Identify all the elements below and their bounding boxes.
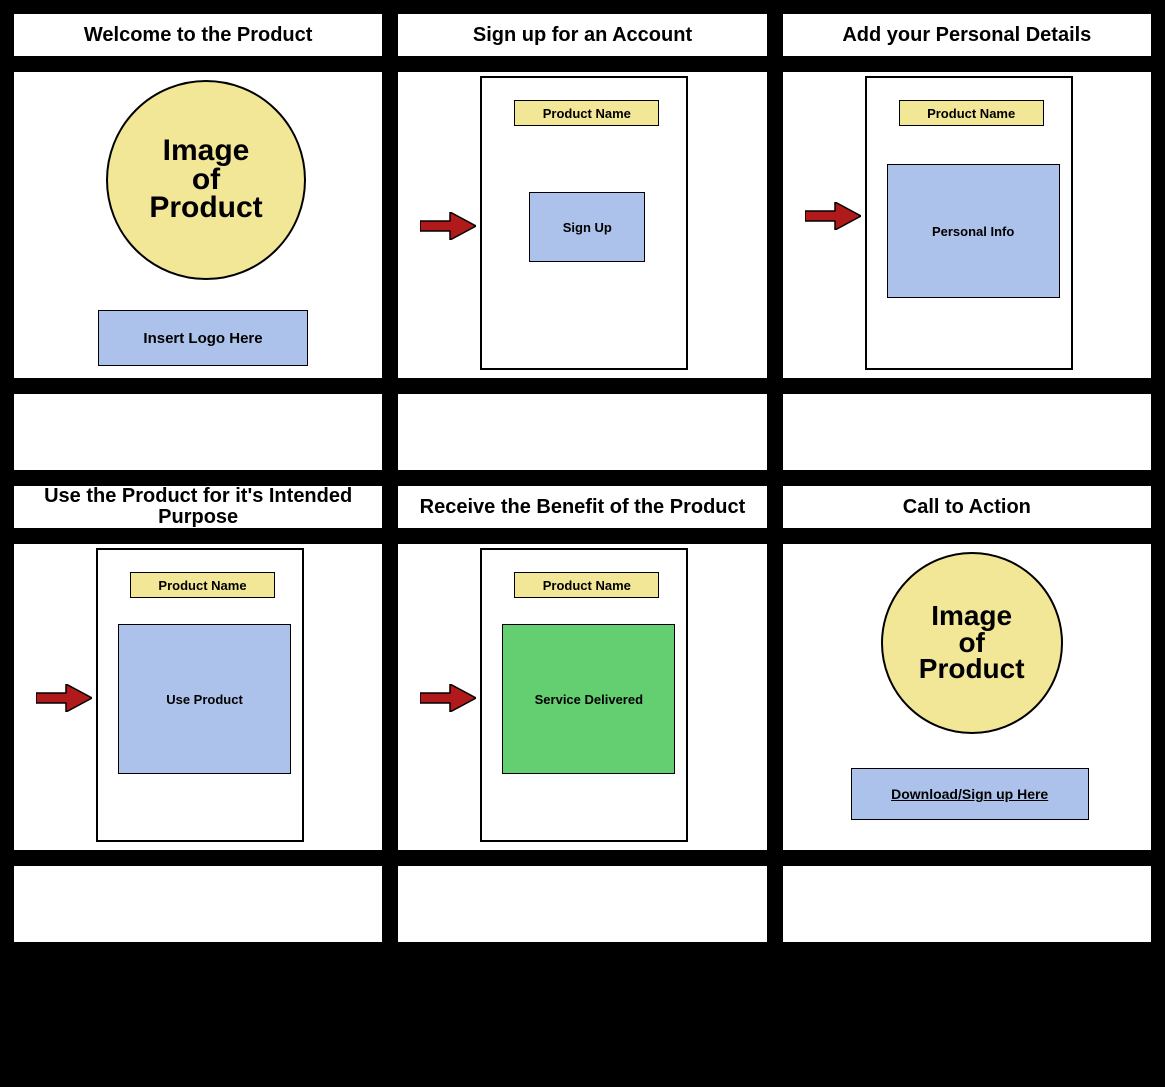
panel-content: Product Name Personal Info (781, 70, 1153, 380)
cta-box[interactable]: Download/Sign up Here (851, 768, 1089, 820)
panel-title: Use the Product for it's Intended Purpos… (12, 484, 384, 530)
panel-caption-empty (396, 864, 768, 944)
panel-caption-empty (12, 392, 384, 472)
arrow-icon (420, 212, 476, 240)
phone-body-box: Use Product (118, 624, 291, 774)
panel-caption-empty (396, 392, 768, 472)
panel-title-text: Use the Product for it's Intended Purpos… (24, 486, 372, 528)
phone-header-label: Product Name (514, 572, 659, 598)
panel-title-text: Welcome to the Product (84, 25, 313, 46)
panel-title-text: Add your Personal Details (842, 25, 1091, 46)
panel-content: Product Name Service Delivered (396, 542, 768, 852)
phone-body-box: Personal Info (887, 164, 1060, 298)
product-image-circle-text: ImageofProduct (919, 603, 1025, 683)
phone-body-box: Sign Up (529, 192, 645, 262)
panel-title: Sign up for an Account (396, 12, 768, 58)
panel-caption-empty (781, 864, 1153, 944)
panel-title: Call to Action (781, 484, 1153, 530)
product-image-circle: ImageofProduct (106, 80, 306, 280)
phone-frame: Product Name Personal Info (865, 76, 1073, 370)
panel-title: Add your Personal Details (781, 12, 1153, 58)
product-image-circle: ImageofProduct (881, 552, 1063, 734)
arrow-icon (805, 202, 861, 230)
phone-header-label: Product Name (130, 572, 275, 598)
panel-title-text: Sign up for an Account (473, 25, 692, 46)
arrow-icon (36, 684, 92, 712)
panel-title: Receive the Benefit of the Product (396, 484, 768, 530)
panel-content: ImageofProduct Download/Sign up Here (781, 542, 1153, 852)
phone-body-box: Service Delivered (502, 624, 675, 774)
panel-title: Welcome to the Product (12, 12, 384, 58)
arrow-icon (420, 684, 476, 712)
phone-header-label: Product Name (899, 100, 1044, 126)
phone-frame: Product Name Service Delivered (480, 548, 688, 842)
panel-content: ImageofProduct Insert Logo Here (12, 70, 384, 380)
logo-placeholder-box: Insert Logo Here (98, 310, 308, 366)
panel-title-text: Receive the Benefit of the Product (420, 497, 746, 518)
panel-content: Product Name Sign Up (396, 70, 768, 380)
panel-caption-empty (12, 864, 384, 944)
box-label: Insert Logo Here (143, 330, 262, 347)
box-label: Download/Sign up Here (891, 786, 1048, 802)
product-image-circle-text: ImageofProduct (149, 137, 262, 223)
phone-frame: Product Name Sign Up (480, 76, 688, 370)
phone-header-label: Product Name (514, 100, 659, 126)
panel-title-text: Call to Action (903, 497, 1031, 518)
panel-content: Product Name Use Product (12, 542, 384, 852)
panel-caption-empty (781, 392, 1153, 472)
phone-frame: Product Name Use Product (96, 548, 304, 842)
